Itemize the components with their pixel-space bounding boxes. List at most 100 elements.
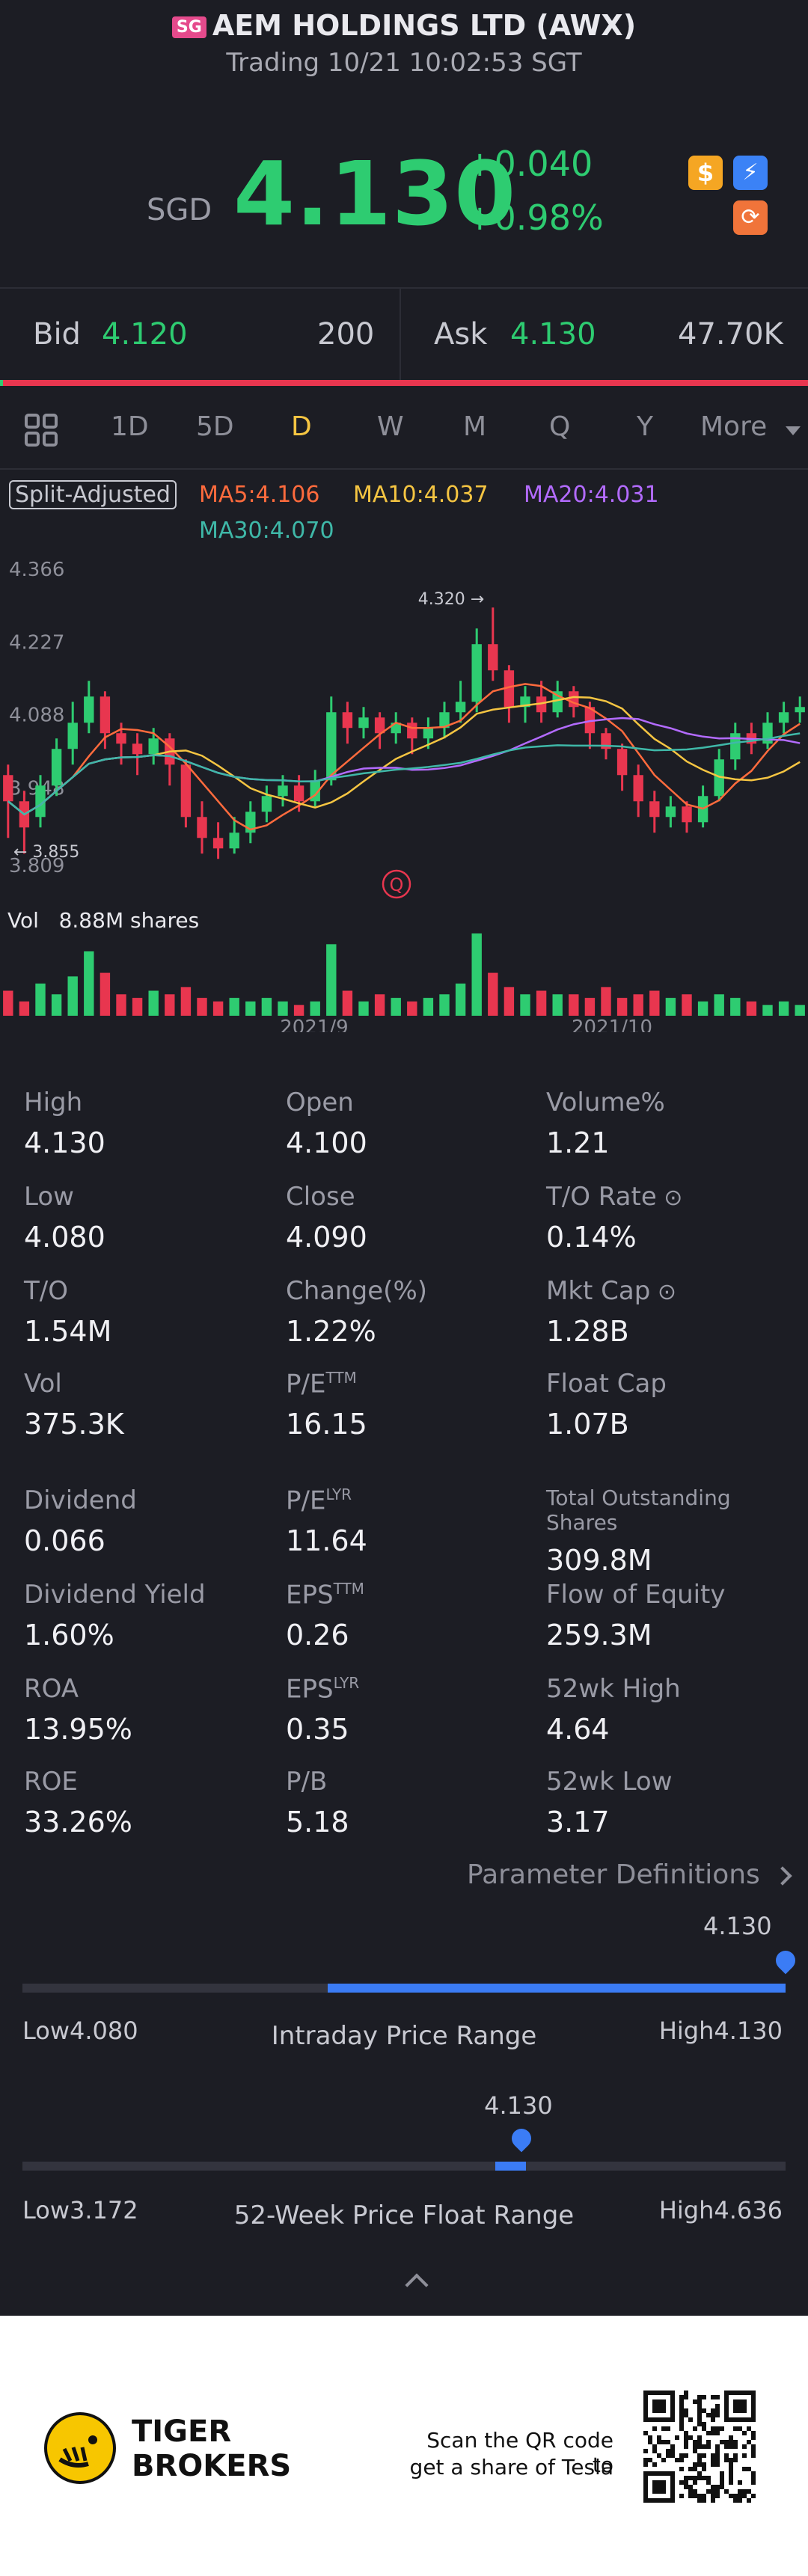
qr-module <box>670 2444 675 2449</box>
candle-body <box>342 712 353 729</box>
tab-y[interactable]: Y <box>637 411 653 442</box>
stat-value: 4.130 <box>24 1126 105 1159</box>
candle-body <box>455 702 466 713</box>
qr-module <box>675 2458 679 2462</box>
candle-body <box>616 749 628 776</box>
y-tick-label: 4.227 <box>9 631 64 654</box>
qr-module <box>733 2458 738 2462</box>
x-axis-label: 2021/10 <box>572 1016 652 1032</box>
qr-module <box>679 2458 684 2462</box>
qr-module <box>742 2431 747 2435</box>
qr-module <box>706 2480 711 2485</box>
qr-module <box>693 2444 697 2449</box>
qr-module <box>693 2494 697 2498</box>
qr-module <box>751 2480 756 2485</box>
qr-module <box>670 2453 675 2458</box>
qr-module <box>702 2422 706 2426</box>
stat-roa: ROA 13.95% <box>24 1674 132 1746</box>
qr-module <box>666 2449 670 2453</box>
intraday-fill <box>328 1984 786 1993</box>
qr-module <box>724 2458 729 2462</box>
volume-bar <box>148 990 159 1016</box>
title-row: SG AEM HOLDINGS LTD (AWX) <box>0 9 808 42</box>
qr-module <box>702 2453 706 2458</box>
qr-module <box>751 2476 756 2480</box>
qr-module <box>747 2440 751 2444</box>
volume-bar <box>795 1005 805 1016</box>
tab-5d[interactable]: 5D <box>196 411 234 442</box>
qr-module <box>715 2489 720 2494</box>
qr-module <box>733 2426 738 2431</box>
qr-module <box>747 2498 751 2503</box>
qr-module <box>697 2440 702 2444</box>
qr-module <box>688 2476 693 2480</box>
flash-badge-icon[interactable]: ⚡ <box>733 156 768 190</box>
qr-module <box>684 2413 688 2417</box>
qr-caption-1: Scan the QR code to <box>426 2428 613 2477</box>
tab-1d[interactable]: 1D <box>111 411 149 442</box>
tiger-logo-icon <box>43 2411 117 2485</box>
qr-code <box>643 2391 756 2503</box>
qr-module <box>711 2498 715 2503</box>
qr-module <box>720 2476 724 2480</box>
stat-label: High <box>24 1088 83 1117</box>
candle-body <box>665 806 676 818</box>
qr-module <box>702 2494 706 2498</box>
stat-52wk-high: 52wk High 4.64 <box>546 1674 681 1746</box>
volume-label-text: Vol <box>7 908 39 933</box>
qr-module <box>715 2413 720 2417</box>
volume-bar <box>326 944 337 1016</box>
tab-q[interactable]: Q <box>549 411 571 442</box>
ma5-value: MA5:4.106 <box>199 482 320 508</box>
qr-module <box>724 2453 729 2458</box>
layout-grid-icon[interactable] <box>24 413 60 449</box>
stat-label: T/O Rate ⊙ <box>546 1182 683 1212</box>
volume-bar <box>278 1001 288 1016</box>
stat-value: 375.3K <box>24 1408 124 1441</box>
qr-module <box>711 2462 715 2467</box>
qr-module <box>652 2462 657 2467</box>
qr-module <box>684 2440 688 2444</box>
collapse-chevron-up-icon[interactable] <box>405 2273 429 2297</box>
qr-module <box>693 2462 697 2467</box>
earnings-event-label: Q <box>390 874 404 895</box>
parameter-definitions-link[interactable]: Parameter Definitions <box>467 1859 793 1890</box>
qr-module <box>751 2449 756 2453</box>
volume-bar <box>552 994 563 1016</box>
chart-badge-icon[interactable]: ⟳ <box>733 200 768 235</box>
split-adjusted-toggle[interactable]: Split-Adjusted <box>9 480 177 509</box>
dollar-badge-icon[interactable]: $ <box>688 156 723 190</box>
volume-bar <box>19 1001 30 1016</box>
tab-more[interactable]: More <box>700 411 768 442</box>
qr-module <box>693 2440 697 2444</box>
info-more-icon[interactable]: ⊙ <box>656 1185 683 1211</box>
candle-body <box>795 707 805 713</box>
stat-label: Low <box>24 1182 74 1212</box>
volume-bar <box>310 1001 320 1016</box>
qr-module <box>684 2408 688 2413</box>
qr-module <box>661 2458 666 2462</box>
info-more-icon[interactable]: ⊙ <box>650 1279 677 1305</box>
qr-module <box>697 2458 702 2462</box>
stat-label: ROA <box>24 1674 79 1704</box>
stat-eps-ttm: EPSTTM 0.26 <box>286 1580 364 1652</box>
qr-module <box>751 2431 756 2435</box>
stat-change-: Change(%) 1.22% <box>286 1276 427 1348</box>
volume-bar <box>407 1001 417 1016</box>
tab-w[interactable]: W <box>377 411 404 442</box>
chevron-down-icon[interactable] <box>786 426 801 435</box>
stat-value: 4.080 <box>24 1221 105 1254</box>
qr-module <box>679 2399 684 2404</box>
qr-module <box>711 2413 715 2417</box>
qr-module <box>711 2453 715 2458</box>
qr-module <box>661 2426 666 2431</box>
qr-module <box>679 2404 684 2408</box>
qr-module <box>729 2440 733 2444</box>
tab-m[interactable]: M <box>463 411 487 442</box>
tab-d[interactable]: D <box>291 411 312 442</box>
volume-bar <box>520 994 530 1016</box>
qr-module <box>711 2395 715 2399</box>
stat-label: Open <box>286 1088 354 1117</box>
qr-module <box>711 2489 715 2494</box>
